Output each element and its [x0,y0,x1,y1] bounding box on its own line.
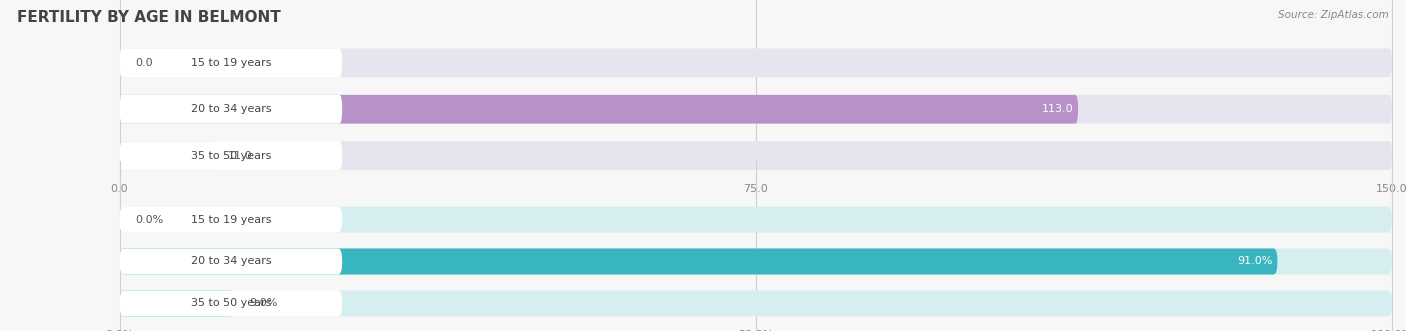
FancyBboxPatch shape [120,249,1278,274]
Text: 113.0: 113.0 [1042,104,1073,114]
FancyBboxPatch shape [120,95,1392,123]
Text: 0.0: 0.0 [135,58,152,68]
Text: 11.0: 11.0 [228,151,253,161]
FancyBboxPatch shape [120,95,342,123]
FancyBboxPatch shape [120,49,1392,77]
Text: 15 to 19 years: 15 to 19 years [191,214,271,224]
FancyBboxPatch shape [120,249,1392,274]
FancyBboxPatch shape [120,141,1392,170]
Text: 35 to 50 years: 35 to 50 years [191,299,271,308]
FancyBboxPatch shape [120,95,1078,123]
FancyBboxPatch shape [120,207,1392,233]
Text: 20 to 34 years: 20 to 34 years [191,104,271,114]
Text: 9.0%: 9.0% [249,299,277,308]
FancyBboxPatch shape [120,141,342,170]
FancyBboxPatch shape [120,49,342,77]
FancyBboxPatch shape [120,141,212,170]
Text: 20 to 34 years: 20 to 34 years [191,257,271,266]
FancyBboxPatch shape [120,249,342,274]
FancyBboxPatch shape [120,290,1392,316]
Text: FERTILITY BY AGE IN BELMONT: FERTILITY BY AGE IN BELMONT [17,10,281,25]
Text: 0.0%: 0.0% [135,214,163,224]
Text: 15 to 19 years: 15 to 19 years [191,58,271,68]
FancyBboxPatch shape [120,290,233,316]
Text: 91.0%: 91.0% [1237,257,1272,266]
Text: Source: ZipAtlas.com: Source: ZipAtlas.com [1278,10,1389,20]
Text: 35 to 50 years: 35 to 50 years [191,151,271,161]
FancyBboxPatch shape [120,290,342,316]
FancyBboxPatch shape [120,207,342,233]
